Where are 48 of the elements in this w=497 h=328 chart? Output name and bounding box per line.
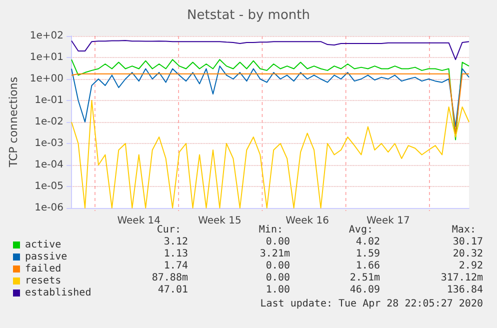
- line-series: [71, 40, 470, 60]
- text: 3.12: [164, 236, 188, 248]
- line-series: [71, 59, 470, 140]
- text: 2.92: [458, 260, 483, 272]
- text: 1.13: [164, 248, 188, 260]
- y-tick-label: 1e-05: [34, 181, 64, 192]
- y-tick-label: 1e+00: [30, 74, 64, 84]
- text: 1.66: [356, 260, 380, 272]
- text: 1.59: [356, 248, 380, 260]
- text: 2.51m: [350, 272, 380, 284]
- legend-label: established: [25, 288, 92, 298]
- y-tick-label: 1e-01: [34, 95, 64, 106]
- text: 20.32: [452, 248, 483, 260]
- text: 30.17: [452, 236, 483, 248]
- y-tick-label: 1e-04: [34, 160, 64, 170]
- text: Min:: [258, 224, 283, 236]
- text: 1.74: [164, 260, 188, 272]
- text: 1.00: [266, 284, 290, 296]
- chart-title: Netstat - by month: [187, 8, 310, 23]
- y-tick-label: 1e+02: [30, 30, 64, 42]
- text: 0.00: [266, 272, 290, 284]
- text: 4.02: [356, 236, 380, 248]
- x-tick-label: Week 15: [198, 216, 242, 226]
- text: 46.09: [350, 284, 380, 296]
- text: Last update: Tue Apr 28 22:05:27 2020: [260, 298, 483, 310]
- y-tick-label: 1e-02: [34, 116, 64, 128]
- text: Cur:: [156, 224, 181, 236]
- y-axis-title: TCP connections: [7, 76, 20, 168]
- text: 0.00: [266, 236, 290, 248]
- text: 0.00: [266, 260, 290, 272]
- text: 317.12m: [440, 272, 483, 284]
- y-tick-label: 1e-06: [34, 202, 64, 214]
- text: 136.84: [446, 284, 483, 296]
- x-tick-label: Week 14: [117, 216, 161, 226]
- legend-label: passive: [25, 252, 68, 262]
- legend-label: resets: [25, 276, 62, 286]
- text: 47.01: [158, 284, 188, 296]
- text: Max:: [452, 224, 476, 236]
- text: 3.21m: [260, 248, 290, 260]
- text: 87.88m: [152, 272, 188, 284]
- x-tick-label: Week 17: [366, 216, 410, 226]
- y-tick-label: 1e+01: [30, 52, 64, 63]
- line-series: [71, 66, 470, 128]
- y-tick-label: 1e-03: [34, 138, 64, 149]
- legend-label: active: [25, 240, 62, 250]
- text: Avg:: [348, 224, 373, 236]
- x-tick-label: Week 16: [286, 216, 329, 226]
- legend-label: failed: [25, 264, 62, 274]
